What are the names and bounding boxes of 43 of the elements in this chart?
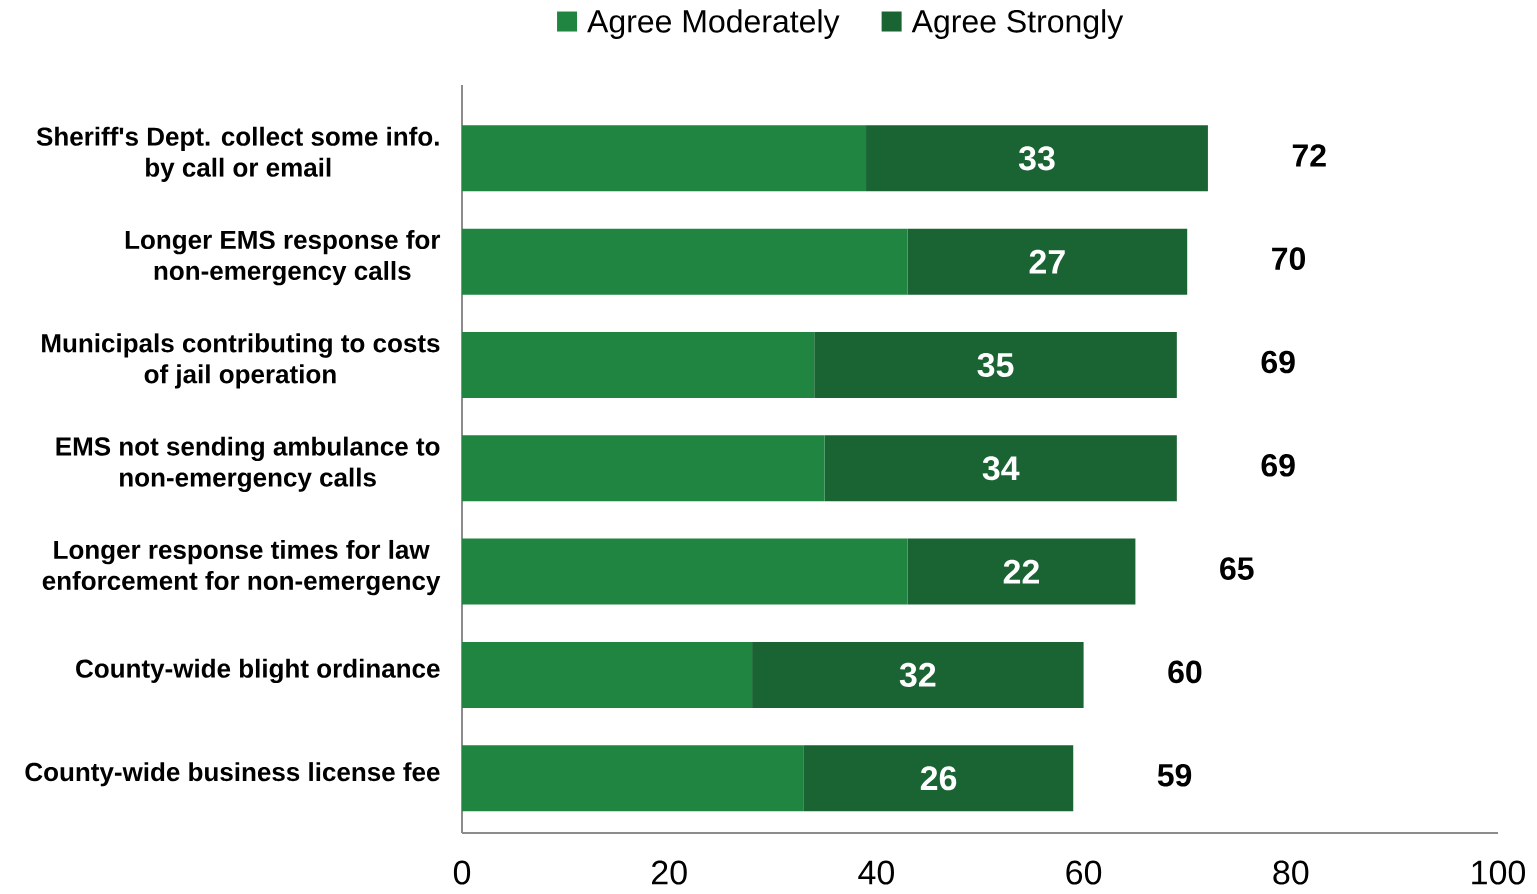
- total-label: 59: [1157, 763, 1192, 787]
- total-label: 70: [1272, 247, 1306, 270]
- bar: [824, 435, 1177, 502]
- total-label: 72: [1292, 144, 1326, 167]
- total-label: 69: [1261, 350, 1295, 374]
- x-tick-label: 100: [1472, 860, 1526, 885]
- x-tick-label: 80: [1273, 860, 1309, 885]
- data-label: 26: [920, 766, 957, 791]
- bar: [866, 125, 1208, 192]
- total-label: 65: [1220, 557, 1254, 580]
- x-tick-label: 20: [652, 860, 687, 885]
- y-tick-label: EMS not sending ambulance to non-emergency calls: [56, 436, 440, 492]
- x-tick-label: 60: [1066, 860, 1102, 885]
- bar: [462, 228, 908, 295]
- legend-label: Agree Strongly: [911, 9, 1124, 39]
- y-tick-label: County-wide blight ordinance: [76, 658, 440, 684]
- y-tick-label: Longer EMS response for non-emergency calls: [125, 230, 441, 286]
- x-tick-label: 40: [858, 860, 894, 885]
- bar: [907, 228, 1188, 295]
- total-label: 60: [1168, 660, 1202, 684]
- bar: [462, 745, 804, 812]
- bar: [462, 435, 825, 502]
- data-label: 34: [982, 456, 1020, 481]
- data-label: 33: [1018, 146, 1055, 171]
- bar: [462, 331, 815, 398]
- y-tick-label: County-wide business license fee: [25, 762, 440, 787]
- data-label: 22: [1003, 559, 1039, 584]
- bar: [803, 745, 1074, 812]
- bar: [462, 125, 867, 192]
- x-tick-label: 0: [453, 860, 471, 885]
- total-label: 69: [1261, 453, 1295, 477]
- bar: [752, 641, 1084, 708]
- legend-label: Agree Moderately: [587, 9, 840, 39]
- data-label: 32: [899, 662, 936, 687]
- data-label: 27: [1029, 249, 1065, 274]
- y-tick-label: Sheriff's Dept. collect some info. by call or email: [36, 126, 439, 182]
- bar: [907, 538, 1136, 605]
- bar: [462, 538, 908, 605]
- y-tick-label: Longer response times for law enforcement for non-emergency: [42, 539, 441, 596]
- data-label: 35: [977, 352, 1014, 378]
- bar: [462, 641, 753, 708]
- y-tick-label: Municipals contributing to costs of jail operation: [42, 333, 440, 389]
- bar: [814, 331, 1177, 398]
